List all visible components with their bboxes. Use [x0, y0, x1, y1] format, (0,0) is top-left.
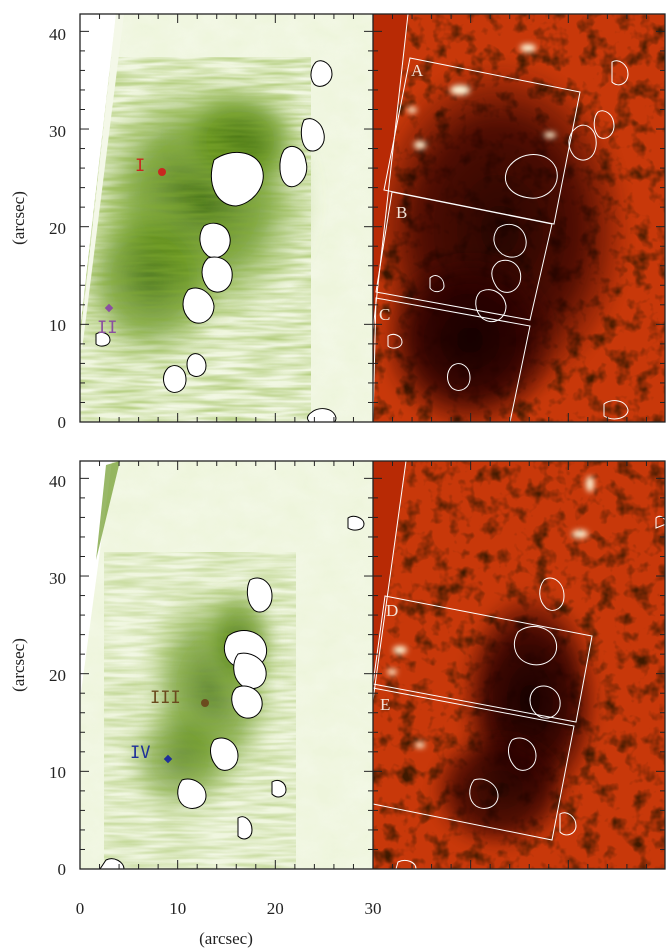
x-tick-20: 20 [267, 899, 284, 918]
axis-ticks [79, 14, 665, 870]
marker-II [104, 303, 114, 313]
region-label-D: D [386, 601, 398, 620]
x-tick-0: 0 [76, 899, 85, 918]
x-tick-10: 10 [169, 899, 186, 918]
y-tick-bottom-20: 20 [49, 666, 66, 685]
y-tick-bottom-10: 10 [49, 763, 66, 782]
velocity-map-top [373, 14, 665, 422]
x-tick-30: 30 [365, 899, 382, 918]
label-I: I [135, 156, 145, 176]
y-tick-top-0: 0 [58, 413, 67, 432]
intensity-map-bottom [80, 461, 373, 869]
region-label-C: C [379, 305, 390, 324]
intensity-map-top [80, 14, 373, 422]
velocity-map-bottom [373, 461, 665, 869]
y-tick-bottom-40: 40 [49, 472, 66, 491]
y-tick-labels-top: 0 10 20 30 40 [49, 25, 66, 432]
region-box-E [373, 687, 575, 841]
y-axis-label-bottom: (arcsec) [9, 638, 28, 692]
y-tick-bottom-30: 30 [49, 569, 66, 588]
region-box-B [375, 191, 553, 321]
marker-I [158, 168, 166, 176]
label-II: II [97, 318, 117, 338]
y-tick-labels-bottom: 0 10 20 30 40 [49, 472, 66, 879]
region-label-E: E [380, 695, 390, 714]
y-tick-top-40: 40 [49, 25, 66, 44]
region-label-A: A [411, 61, 424, 80]
y-tick-top-20: 20 [49, 219, 66, 238]
label-IV: IV [130, 743, 150, 763]
x-axis-label: (arcsec) [199, 929, 253, 948]
marker-III [201, 699, 209, 707]
region-label-B: B [396, 203, 407, 222]
x-tick-labels: 0 10 20 30 [76, 899, 382, 918]
y-axis-label-top: (arcsec) [9, 191, 28, 245]
region-box-A [383, 57, 581, 225]
label-III: III [150, 688, 181, 708]
region-box-C [373, 297, 531, 422]
y-tick-top-10: 10 [49, 316, 66, 335]
y-tick-top-30: 30 [49, 122, 66, 141]
y-tick-bottom-0: 0 [58, 860, 67, 879]
region-box-D [373, 595, 593, 723]
